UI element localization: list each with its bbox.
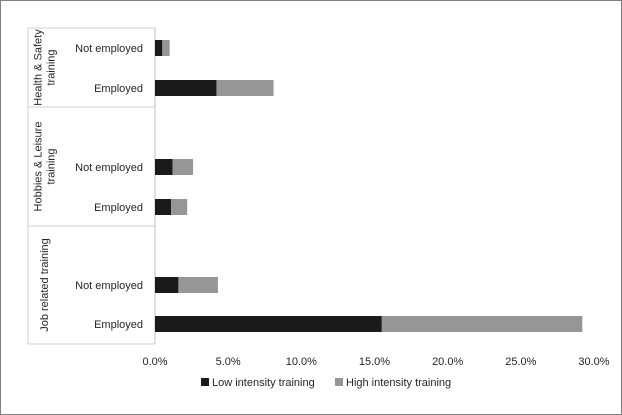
x-tick-label: 25.0% [505,356,536,368]
bar-high-intensity [178,277,218,293]
legend: Low intensity training High intensity tra… [201,377,451,389]
x-tick-label: 0.0% [142,356,167,368]
group-label-line: Job related training [39,238,51,332]
category-label: Not employed [75,43,143,55]
bar-high-intensity [172,159,194,175]
x-tick-label: 30.0% [578,356,609,368]
group-label: Hobbies & Leisuretraining [33,122,58,212]
bar-high-intensity [381,316,583,332]
legend-label: High intensity training [346,377,451,389]
bar-low-intensity [155,40,163,56]
group-label-line: Hobbies & Leisure [33,122,45,212]
x-tick-label: 5.0% [216,356,241,368]
category-label: Employed [94,202,143,214]
bar-low-intensity [155,199,172,215]
bar-high-intensity [171,199,188,215]
legend-label: Low intensity training [212,377,315,389]
group-label-line: training [46,49,58,85]
x-tick-label: 10.0% [286,356,317,368]
bars-layer [155,40,583,332]
bar-low-intensity [155,277,179,293]
group-label: Health & Safetytraining [33,29,58,106]
x-tick-label: 15.0% [359,356,390,368]
x-tick-label: 20.0% [432,356,463,368]
bar-low-intensity [155,159,173,175]
category-label: Not employed [75,162,143,174]
group-label: Job related training [39,238,51,332]
group-label-line: Health & Safety [33,29,45,106]
category-label: Employed [94,83,143,95]
group-label-line: training [46,148,58,184]
bar-low-intensity [155,316,382,332]
legend-swatch [201,378,209,386]
category-label: Not employed [75,280,143,292]
bar-low-intensity [155,80,217,96]
legend-swatch [335,378,343,386]
bar-high-intensity [162,40,170,56]
category-label: Employed [94,319,143,331]
bar-high-intensity [216,80,274,96]
